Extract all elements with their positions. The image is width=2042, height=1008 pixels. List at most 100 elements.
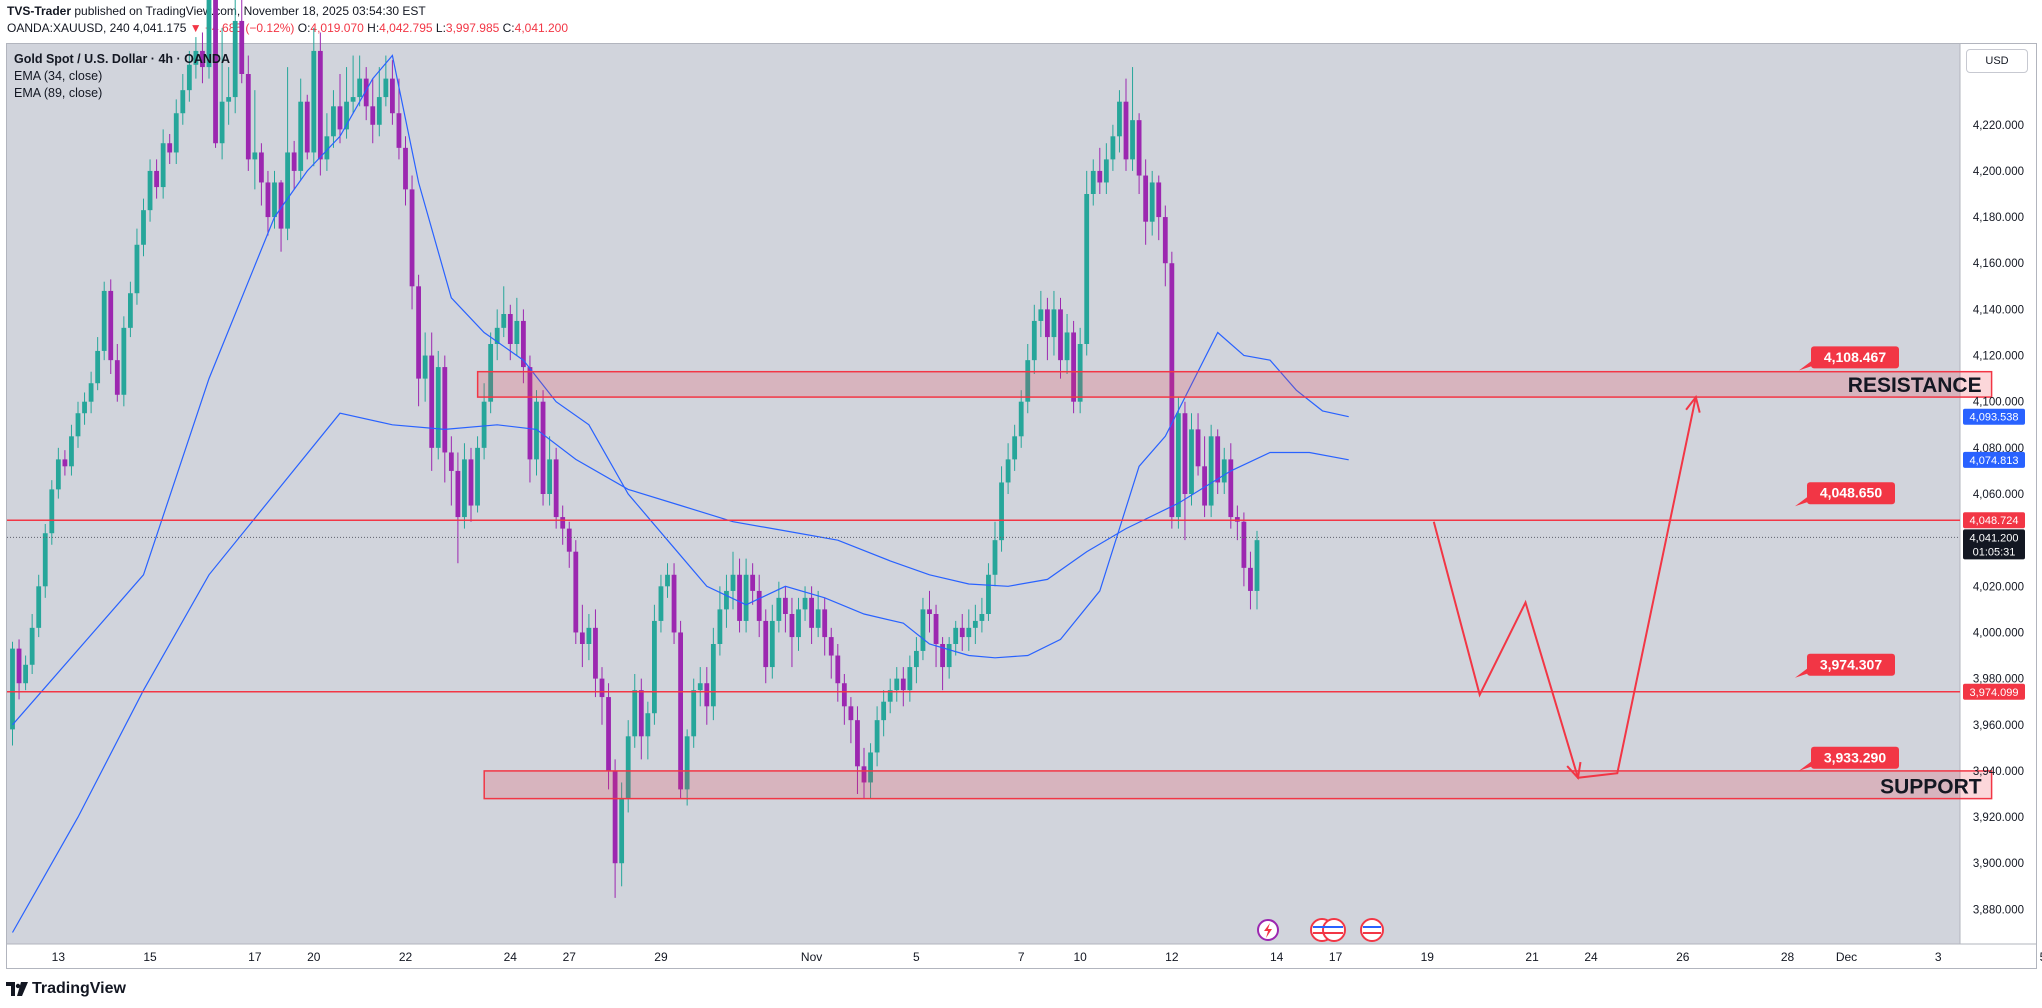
candle	[907, 655, 913, 702]
candle-body	[416, 286, 421, 379]
candle-body	[835, 655, 841, 684]
legend-ema89[interactable]: EMA (89, close)	[14, 86, 103, 100]
last-price-tag[interactable]: 4,041.200 01:05:31	[1963, 529, 2025, 560]
ema34-price-tag[interactable]: 4,093.538	[1963, 408, 2025, 425]
support-zone-tag[interactable]: 3,933.290	[1799, 746, 1899, 771]
level-tag-box	[1811, 746, 1899, 769]
candle-body	[599, 678, 605, 698]
support-zone[interactable]	[483, 770, 1993, 800]
candle	[750, 563, 756, 605]
price-axis[interactable]	[1960, 44, 2036, 944]
candle-body	[1221, 459, 1227, 483]
candle	[769, 604, 775, 679]
price-tick-label: 4,180.000	[1973, 212, 2024, 224]
us-flag-event-icon[interactable]	[1360, 918, 1384, 942]
candle	[665, 563, 670, 598]
candle	[285, 67, 290, 241]
projection-path[interactable]	[1432, 396, 1697, 779]
candle-body	[88, 383, 94, 402]
time-tick-label: 15	[143, 950, 157, 964]
candle-body	[1215, 436, 1221, 483]
candle-body	[82, 401, 87, 414]
price-tick-label: 3,900.000	[1973, 858, 2024, 870]
candle	[1012, 424, 1018, 471]
level-3974-axis-tag[interactable]: 3,974.099	[1963, 683, 2025, 700]
candle	[1045, 297, 1050, 361]
candle-body	[376, 97, 382, 125]
candle-body	[23, 664, 28, 684]
ema89-line[interactable]	[11, 412, 1349, 933]
candle	[173, 99, 179, 164]
candle-body	[586, 627, 592, 644]
candle	[625, 720, 631, 813]
plot-area[interactable]	[7, 44, 1960, 944]
candle-body	[783, 597, 788, 614]
us-flag-event-icon[interactable]	[1322, 918, 1346, 942]
candle	[1058, 297, 1063, 379]
time-tick-label: 28	[1781, 950, 1795, 964]
candle	[678, 620, 683, 799]
level-4048-axis-tag[interactable]: 4,048.724	[1963, 512, 2025, 529]
tradingview-brand: TradingView	[32, 980, 126, 997]
candle	[147, 159, 153, 222]
candle-body	[1045, 309, 1050, 338]
tradingview-logo[interactable]: TradingView	[6, 980, 126, 998]
resistance-zone[interactable]	[476, 370, 1993, 398]
candle	[914, 637, 919, 684]
candle	[1077, 327, 1083, 414]
candle	[114, 344, 120, 402]
chart-legend[interactable]: Gold Spot / U.S. Dollar · 4h · OANDA EMA…	[14, 51, 230, 102]
candle	[1084, 170, 1090, 356]
time-tick-label: 27	[563, 950, 577, 964]
candle	[920, 597, 926, 661]
candle-body	[809, 597, 814, 628]
candle	[1149, 170, 1155, 236]
candle	[23, 655, 28, 691]
candle-body	[62, 459, 68, 467]
candle	[1097, 147, 1103, 194]
candle-body	[678, 632, 683, 790]
level-tag-box	[1807, 482, 1895, 505]
candle	[946, 637, 952, 679]
candle	[1103, 143, 1109, 194]
currency-selector[interactable]: USD	[1966, 49, 2028, 73]
candle-body	[619, 798, 625, 864]
candle	[841, 674, 847, 725]
candle-body	[632, 690, 638, 737]
candle-body	[704, 683, 710, 707]
axis-tag-label: 4,093.538	[1970, 412, 2019, 424]
level-4048-tag[interactable]: 4,048.650	[1795, 482, 1895, 507]
candle-body	[1051, 309, 1057, 338]
time-tick-label: 24	[1584, 950, 1598, 964]
candle-body	[907, 667, 913, 691]
candle-body	[95, 350, 101, 384]
level-tag-label: 3,933.290	[1824, 749, 1886, 765]
candle	[455, 452, 461, 564]
ema89-price-tag[interactable]: 4,074.813	[1963, 451, 2025, 468]
candle	[527, 355, 533, 483]
candle-body	[232, 20, 238, 98]
time-tick-label: 21	[1525, 950, 1539, 964]
candle-body	[612, 770, 618, 864]
candle-body	[959, 627, 965, 638]
candle-body	[665, 574, 670, 587]
candle	[1064, 314, 1070, 374]
candle-body	[737, 574, 742, 621]
projection-arrowhead-down	[1566, 761, 1582, 781]
level-3974-tag[interactable]: 3,974.307	[1795, 653, 1895, 678]
close-value: 4,041.200	[514, 21, 569, 35]
candle-body	[1117, 101, 1122, 137]
legend-ema34[interactable]: EMA (34, close)	[14, 69, 103, 83]
ema34-line[interactable]	[12, 54, 1349, 726]
candle-body	[383, 78, 389, 98]
candle-body	[285, 152, 290, 229]
candle	[881, 690, 887, 737]
candle	[783, 586, 788, 633]
candle	[245, 55, 251, 171]
price-chart[interactable]: RESISTANCE 4,108.467 SUPPORT 3,933.290 4,048…	[0, 0, 2042, 975]
resistance-zone-tag[interactable]: 4,108.467	[1799, 346, 1899, 371]
candle-body	[501, 314, 507, 328]
candle-body	[494, 327, 500, 344]
price-tick-label: 4,000.000	[1973, 627, 2024, 639]
event-icons[interactable]	[1257, 918, 1384, 942]
